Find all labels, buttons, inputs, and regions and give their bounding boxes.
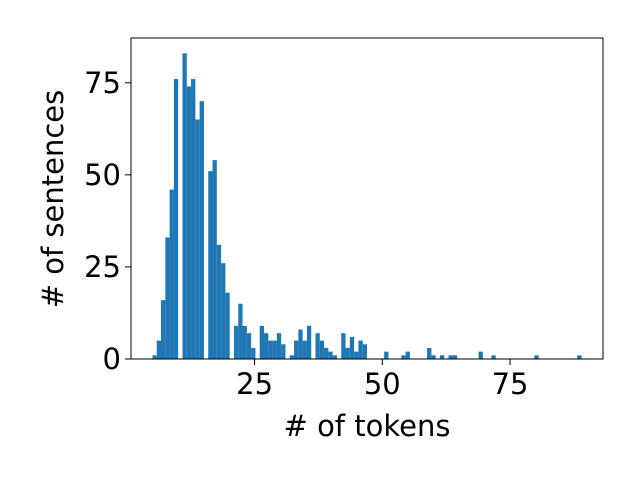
x-axis-label: # of tokens [284,409,451,443]
bar [199,101,204,360]
bar [298,329,303,359]
bar [238,303,243,359]
bar [401,355,406,359]
bar [191,79,196,359]
bar [272,340,277,359]
bar [534,355,539,359]
bar [452,355,458,359]
bar [349,336,355,359]
bar [315,333,320,359]
bar [427,347,432,359]
x-tick-label: 25 [236,367,273,401]
bar [276,333,282,359]
bar [439,355,445,359]
bar [259,325,265,359]
bar [212,160,217,359]
bar [324,347,329,359]
bar [478,351,483,359]
bar [306,325,312,359]
bar [358,340,363,359]
bar [208,171,213,359]
bar [384,351,389,359]
bar [328,351,333,359]
y-tick-label: 75 [84,66,121,100]
bar [152,355,157,359]
y-tick-label: 50 [84,158,121,192]
bar [319,340,325,359]
bar [216,244,222,359]
bar [165,237,170,359]
bar [341,333,346,359]
bar [345,347,350,359]
x-tick-label: 50 [364,367,401,401]
bar [225,292,230,359]
bar [169,189,174,359]
y-tick-label: 0 [103,342,121,376]
bar [182,53,187,360]
bar [431,355,436,359]
bar [362,344,367,359]
bar [281,344,286,359]
bar [233,325,239,359]
bar [491,355,496,359]
bar [242,325,247,359]
bar [294,340,299,359]
bar [268,340,273,359]
bar [173,79,179,359]
bar [302,340,307,359]
bar [186,86,192,359]
bar [161,300,166,359]
bar [264,333,269,359]
bar [354,351,359,359]
x-tick-label: 75 [492,367,529,401]
bar [289,355,295,359]
bar [195,119,200,359]
y-tick-label: 25 [84,250,121,284]
y-axis-label: # of sentences [36,90,70,309]
bar [156,340,162,359]
bar [221,263,226,359]
bar [405,351,410,359]
bar [577,355,582,359]
bar [332,355,337,359]
plot-frame [130,37,604,360]
bar [246,333,252,359]
bar [251,347,256,359]
bar [448,355,453,359]
